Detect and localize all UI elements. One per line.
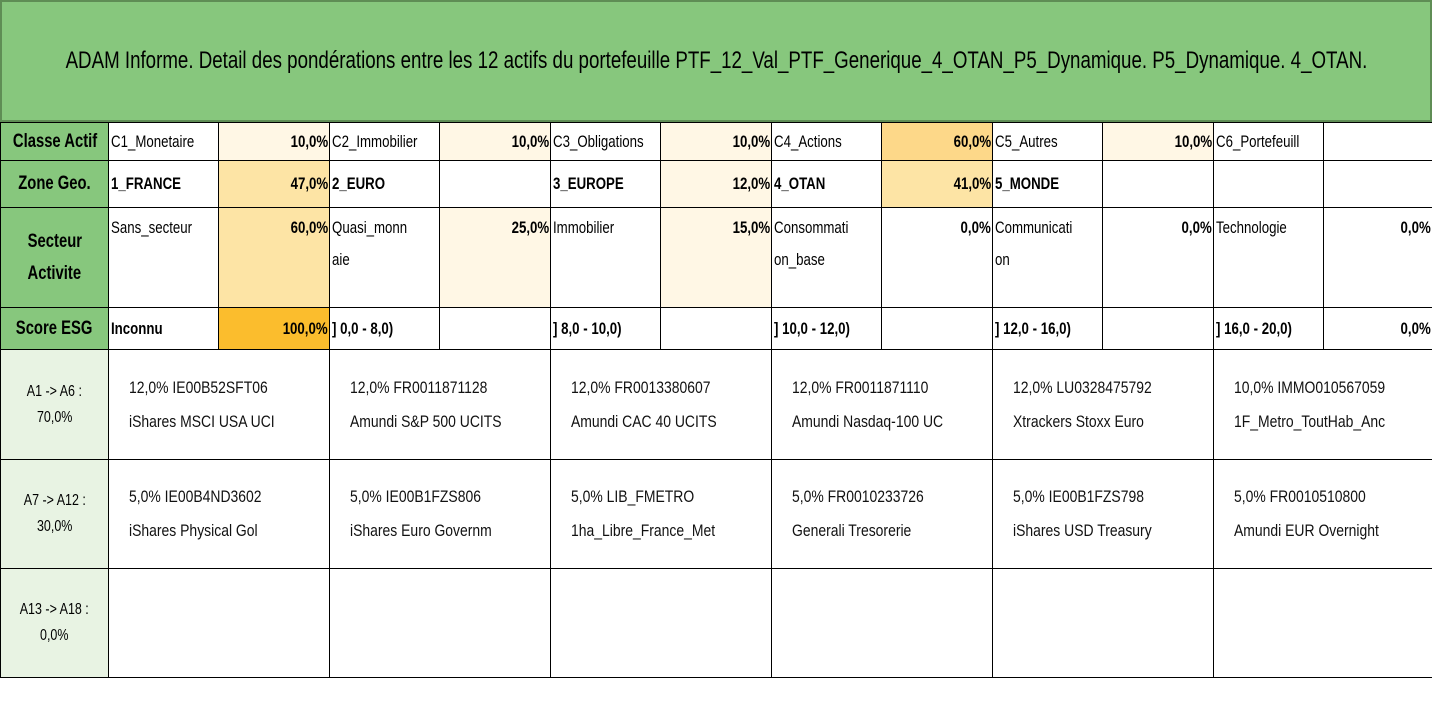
asset-cell [992, 568, 1214, 678]
cell-label: Consommati on_base [771, 207, 882, 308]
weights-table: Classe Actif C1_Monetaire 10,0% C2_Immob… [0, 122, 1432, 678]
asset-cell: 5,0% FR0010510800 Amundi EUR Overnight [1213, 459, 1432, 569]
asset-cell [329, 568, 551, 678]
cell-weight: 10,0% [1102, 122, 1214, 161]
cell-label: ] 8,0 - 10,0) [550, 307, 661, 350]
cell-label: C2_Immobilier [329, 122, 440, 161]
row-secteur-activite: Secteur Activite Sans_secteur 60,0% Quasi… [0, 207, 1432, 308]
asset-cell: 12,0% FR0011871128 Amundi S&P 500 UCITS [329, 349, 551, 460]
cell-label: Immobilier [550, 207, 661, 308]
asset-cell: 5,0% LIB_FMETRO 1ha_Libre_France_Met [550, 459, 772, 569]
row-classe-actif: Classe Actif C1_Monetaire 10,0% C2_Immob… [0, 122, 1432, 161]
cell-label: Inconnu [108, 307, 219, 350]
cell-weight [1323, 122, 1432, 161]
cell-weight: 60,0% [218, 207, 330, 308]
asset-cell: 5,0% IE00B4ND3602 iShares Physical Gol [108, 459, 330, 569]
asset-cell [1213, 568, 1432, 678]
cell-label: Quasi_monn aie [329, 207, 440, 308]
asset-cell: 12,0% IE00B52SFT06 iShares MSCI USA UCI [108, 349, 330, 460]
cell-label: C5_Autres [992, 122, 1103, 161]
cell-label: C4_Actions [771, 122, 882, 161]
cell-weight: 10,0% [218, 122, 330, 161]
row-score-esg: Score ESG Inconnu 100,0% ] 0,0 - 8,0) ] … [0, 307, 1432, 350]
row-group-a7-a12: A7 -> A12 :30,0% 5,0% IE00B4ND3602 iShare… [0, 459, 1432, 569]
asset-cell: 10,0% IMMO010567059 1F_Metro_ToutHab_Anc [1213, 349, 1432, 460]
cell-weight [1102, 160, 1214, 208]
cell-label: 4_OTAN [771, 160, 882, 208]
cell-weight: 100,0% [218, 307, 330, 350]
asset-cell: 12,0% FR0011871110 Amundi Nasdaq-100 UC [771, 349, 993, 460]
cell-label: Technologie [1213, 207, 1324, 308]
cell-weight [439, 160, 551, 208]
header-zone-geo: Zone Geo. [0, 160, 109, 208]
cell-label: C6_Portefeuill [1213, 122, 1324, 161]
cell-weight: 15,0% [660, 207, 772, 308]
row-zone-geo: Zone Geo. 1_FRANCE 47,0% 2_EURO 3_EUROPE… [0, 160, 1432, 208]
cell-weight: 10,0% [439, 122, 551, 161]
cell-weight: 60,0% [881, 122, 993, 161]
cell-weight: 41,0% [881, 160, 993, 208]
cell-weight: 0,0% [1323, 307, 1432, 350]
cell-label: ] 12,0 - 16,0) [992, 307, 1103, 350]
cell-weight [1102, 307, 1214, 350]
group-label: A1 -> A6 :70,0% [0, 349, 109, 460]
row-group-a1-a6: A1 -> A6 :70,0% 12,0% IE00B52SFT06 iShare… [0, 349, 1432, 460]
cell-weight: 25,0% [439, 207, 551, 308]
report-title: ADAM Informe. Detail des pondérations en… [0, 0, 1432, 122]
asset-cell: 12,0% LU0328475792 Xtrackers Stoxx Euro [992, 349, 1214, 460]
header-score-esg: Score ESG [0, 307, 109, 350]
cell-label: ] 10,0 - 12,0) [771, 307, 882, 350]
report-title-text: ADAM Informe. Detail des pondérations en… [65, 47, 1367, 74]
asset-cell: 12,0% FR0013380607 Amundi CAC 40 UCITS [550, 349, 772, 460]
cell-label: 3_EUROPE [550, 160, 661, 208]
cell-weight: 0,0% [881, 207, 993, 308]
cell-weight [1323, 160, 1432, 208]
cell-weight [660, 307, 772, 350]
asset-cell [108, 568, 330, 678]
cell-label: ] 0,0 - 8,0) [329, 307, 440, 350]
header-classe-actif: Classe Actif [0, 122, 109, 161]
cell-weight: 0,0% [1102, 207, 1214, 308]
cell-label: Sans_secteur [108, 207, 219, 308]
cell-label: 2_EURO [329, 160, 440, 208]
cell-label: 5_MONDE [992, 160, 1103, 208]
cell-weight: 0,0% [1323, 207, 1432, 308]
header-secteur-activite: Secteur Activite [0, 207, 109, 308]
asset-cell: 5,0% FR0010233726 Generali Tresorerie [771, 459, 993, 569]
cell-weight: 47,0% [218, 160, 330, 208]
group-label: A13 -> A18 :0,0% [0, 568, 109, 678]
asset-cell: 5,0% IE00B1FZS798 iShares USD Treasury [992, 459, 1214, 569]
cell-weight [881, 307, 993, 350]
cell-weight: 10,0% [660, 122, 772, 161]
asset-cell [771, 568, 993, 678]
cell-weight: 12,0% [660, 160, 772, 208]
cell-label: 1_FRANCE [108, 160, 219, 208]
cell-label: ] 16,0 - 20,0) [1213, 307, 1324, 350]
cell-label [1213, 160, 1324, 208]
row-group-a13-a18: A13 -> A18 :0,0% [0, 568, 1432, 678]
cell-label: Communicati on [992, 207, 1103, 308]
cell-weight [439, 307, 551, 350]
cell-label: C1_Monetaire [108, 122, 219, 161]
cell-label: C3_Obligations [550, 122, 661, 161]
group-label: A7 -> A12 :30,0% [0, 459, 109, 569]
asset-cell: 5,0% IE00B1FZS806 iShares Euro Governm [329, 459, 551, 569]
asset-cell [550, 568, 772, 678]
